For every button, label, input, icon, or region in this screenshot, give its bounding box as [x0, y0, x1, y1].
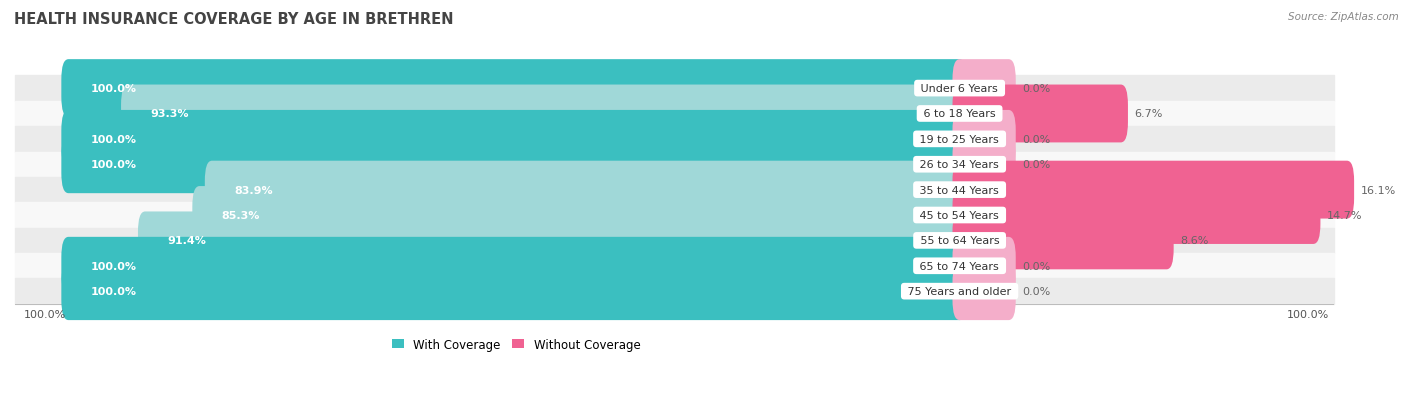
FancyBboxPatch shape — [138, 212, 967, 270]
Text: 8.6%: 8.6% — [1180, 236, 1208, 246]
FancyBboxPatch shape — [952, 263, 1015, 320]
FancyBboxPatch shape — [952, 136, 1015, 194]
Bar — [15, 152, 1334, 178]
FancyBboxPatch shape — [62, 263, 967, 320]
Text: 14.7%: 14.7% — [1327, 211, 1362, 221]
FancyBboxPatch shape — [952, 85, 1128, 143]
Text: HEALTH INSURANCE COVERAGE BY AGE IN BRETHREN: HEALTH INSURANCE COVERAGE BY AGE IN BRET… — [14, 12, 454, 27]
Legend: With Coverage, Without Coverage: With Coverage, Without Coverage — [387, 333, 645, 356]
Text: 45 to 54 Years: 45 to 54 Years — [917, 211, 1002, 221]
Text: 100.0%: 100.0% — [91, 135, 136, 145]
Bar — [15, 127, 1334, 152]
Text: 100.0%: 100.0% — [24, 309, 66, 319]
FancyBboxPatch shape — [62, 136, 967, 194]
FancyBboxPatch shape — [952, 187, 1320, 244]
Text: 65 to 74 Years: 65 to 74 Years — [917, 261, 1002, 271]
FancyBboxPatch shape — [952, 161, 1354, 219]
Text: 0.0%: 0.0% — [1022, 261, 1050, 271]
Text: 0.0%: 0.0% — [1022, 84, 1050, 94]
Text: 19 to 25 Years: 19 to 25 Years — [917, 135, 1002, 145]
Text: 16.1%: 16.1% — [1361, 185, 1396, 195]
Text: 85.3%: 85.3% — [222, 211, 260, 221]
FancyBboxPatch shape — [121, 85, 967, 143]
Text: 100.0%: 100.0% — [91, 160, 136, 170]
FancyBboxPatch shape — [952, 212, 1174, 270]
Text: 6 to 18 Years: 6 to 18 Years — [920, 109, 1000, 119]
Bar — [15, 203, 1334, 228]
Bar — [15, 102, 1334, 127]
Bar — [15, 178, 1334, 203]
FancyBboxPatch shape — [62, 237, 967, 295]
Text: Source: ZipAtlas.com: Source: ZipAtlas.com — [1288, 12, 1399, 22]
Text: 100.0%: 100.0% — [1286, 309, 1330, 319]
Text: 0.0%: 0.0% — [1022, 135, 1050, 145]
Text: 75 Years and older: 75 Years and older — [904, 287, 1015, 297]
Text: 0.0%: 0.0% — [1022, 160, 1050, 170]
Bar — [15, 228, 1334, 254]
Text: 100.0%: 100.0% — [91, 261, 136, 271]
Text: 91.4%: 91.4% — [167, 236, 207, 246]
Text: 35 to 44 Years: 35 to 44 Years — [917, 185, 1002, 195]
Text: 83.9%: 83.9% — [235, 185, 273, 195]
Text: Under 6 Years: Under 6 Years — [918, 84, 1001, 94]
Text: 55 to 64 Years: 55 to 64 Years — [917, 236, 1002, 246]
Bar — [15, 254, 1334, 279]
FancyBboxPatch shape — [952, 111, 1015, 169]
FancyBboxPatch shape — [62, 111, 967, 169]
FancyBboxPatch shape — [952, 237, 1015, 295]
FancyBboxPatch shape — [952, 60, 1015, 118]
Text: 100.0%: 100.0% — [91, 287, 136, 297]
Text: 100.0%: 100.0% — [91, 84, 136, 94]
Bar — [15, 279, 1334, 304]
Text: 0.0%: 0.0% — [1022, 287, 1050, 297]
Text: 93.3%: 93.3% — [150, 109, 188, 119]
FancyBboxPatch shape — [205, 161, 967, 219]
Bar — [15, 76, 1334, 102]
FancyBboxPatch shape — [62, 60, 967, 118]
Text: 6.7%: 6.7% — [1135, 109, 1163, 119]
FancyBboxPatch shape — [193, 187, 967, 244]
Text: 26 to 34 Years: 26 to 34 Years — [917, 160, 1002, 170]
